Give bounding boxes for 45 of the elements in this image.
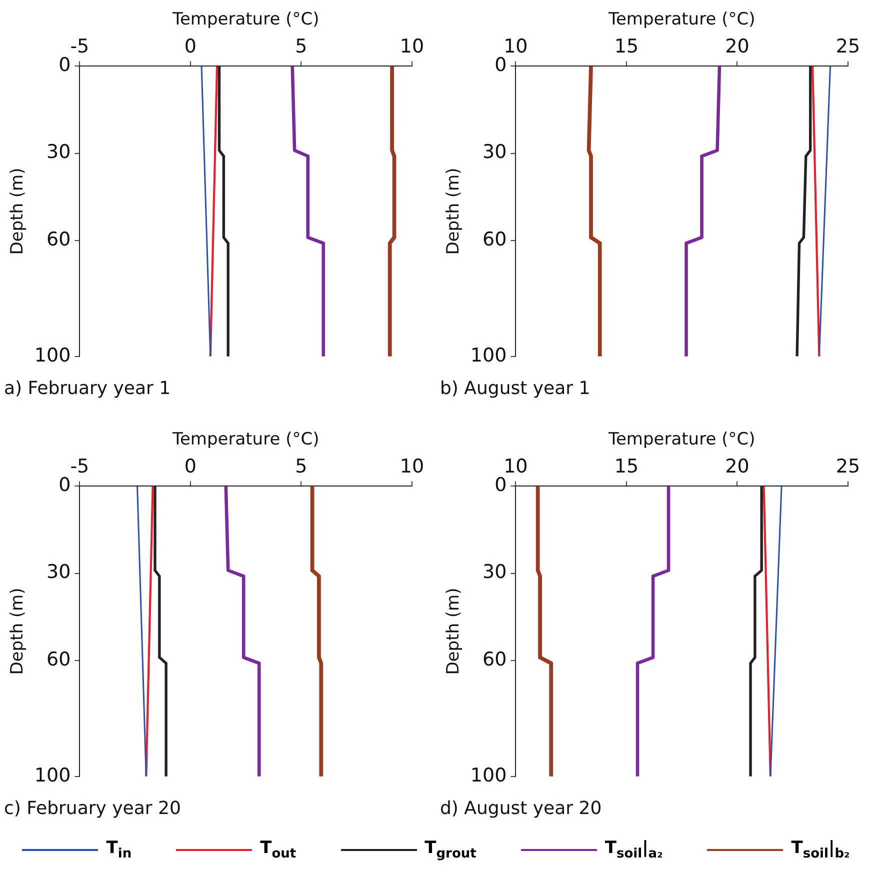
text: a) February year 1 — [4, 378, 171, 399]
y-tick-label: 30 — [46, 561, 71, 584]
y-tick-label: 100 — [34, 764, 71, 786]
x-tick-label: 15 — [614, 456, 639, 478]
text: b) August year 1 — [440, 378, 590, 399]
x-axis-title: Temperature (°C) — [171, 430, 320, 450]
y-tick-label: 100 — [470, 344, 507, 366]
text: d) August year 20 — [440, 798, 602, 819]
y-tick-label: 30 — [46, 141, 71, 164]
x-tick-label: -5 — [70, 36, 90, 58]
y-axis-title: Depth (m) — [444, 588, 464, 675]
legend-label: T$_{soil}$|$_{b₂}$ — [791, 838, 850, 862]
legend-label: T$_{in}$ — [106, 838, 132, 862]
x-tick-label: -5 — [70, 456, 90, 478]
x-tick-label: 0 — [184, 36, 196, 58]
y-axis-title: Depth (m) — [444, 168, 464, 255]
y-axis-title: Depth (m) — [8, 588, 28, 675]
y-tick-label: 100 — [470, 764, 507, 786]
legend-label: T$_{soil}$|$_{a₂}$ — [604, 838, 663, 862]
y-axis-title: Depth (m) — [8, 168, 28, 255]
y-tick-label: 60 — [46, 648, 71, 670]
y-tick-label: 60 — [482, 228, 507, 250]
x-tick-label: 25 — [836, 36, 860, 58]
y-tick-label: 60 — [46, 228, 71, 250]
x-axis-title: Temperature (°C) — [607, 430, 756, 450]
legend-label: T$_{grout}$ — [424, 838, 476, 862]
y-tick-label: 30 — [482, 141, 507, 164]
x-axis-title: Temperature (°C) — [607, 10, 756, 30]
legend-label: T$_{out}$ — [260, 838, 296, 862]
x-tick-label: 20 — [725, 456, 750, 478]
x-tick-label: 0 — [184, 456, 196, 478]
x-tick-label: 5 — [295, 36, 308, 58]
text: c) February year 20 — [4, 798, 181, 819]
y-tick-label: 100 — [34, 344, 71, 366]
y-tick-label: 30 — [482, 561, 507, 584]
x-axis-title: Temperature (°C) — [171, 10, 320, 30]
x-tick-label: 10 — [400, 36, 424, 58]
x-tick-label: 5 — [295, 456, 308, 478]
x-tick-label: 20 — [725, 36, 750, 58]
x-tick-label: 25 — [836, 456, 860, 478]
y-tick-label: 0 — [58, 54, 71, 76]
x-tick-label: 10 — [400, 456, 424, 478]
x-tick-label: 15 — [614, 36, 639, 58]
y-tick-label: 60 — [482, 648, 507, 670]
y-tick-label: 0 — [58, 474, 71, 496]
